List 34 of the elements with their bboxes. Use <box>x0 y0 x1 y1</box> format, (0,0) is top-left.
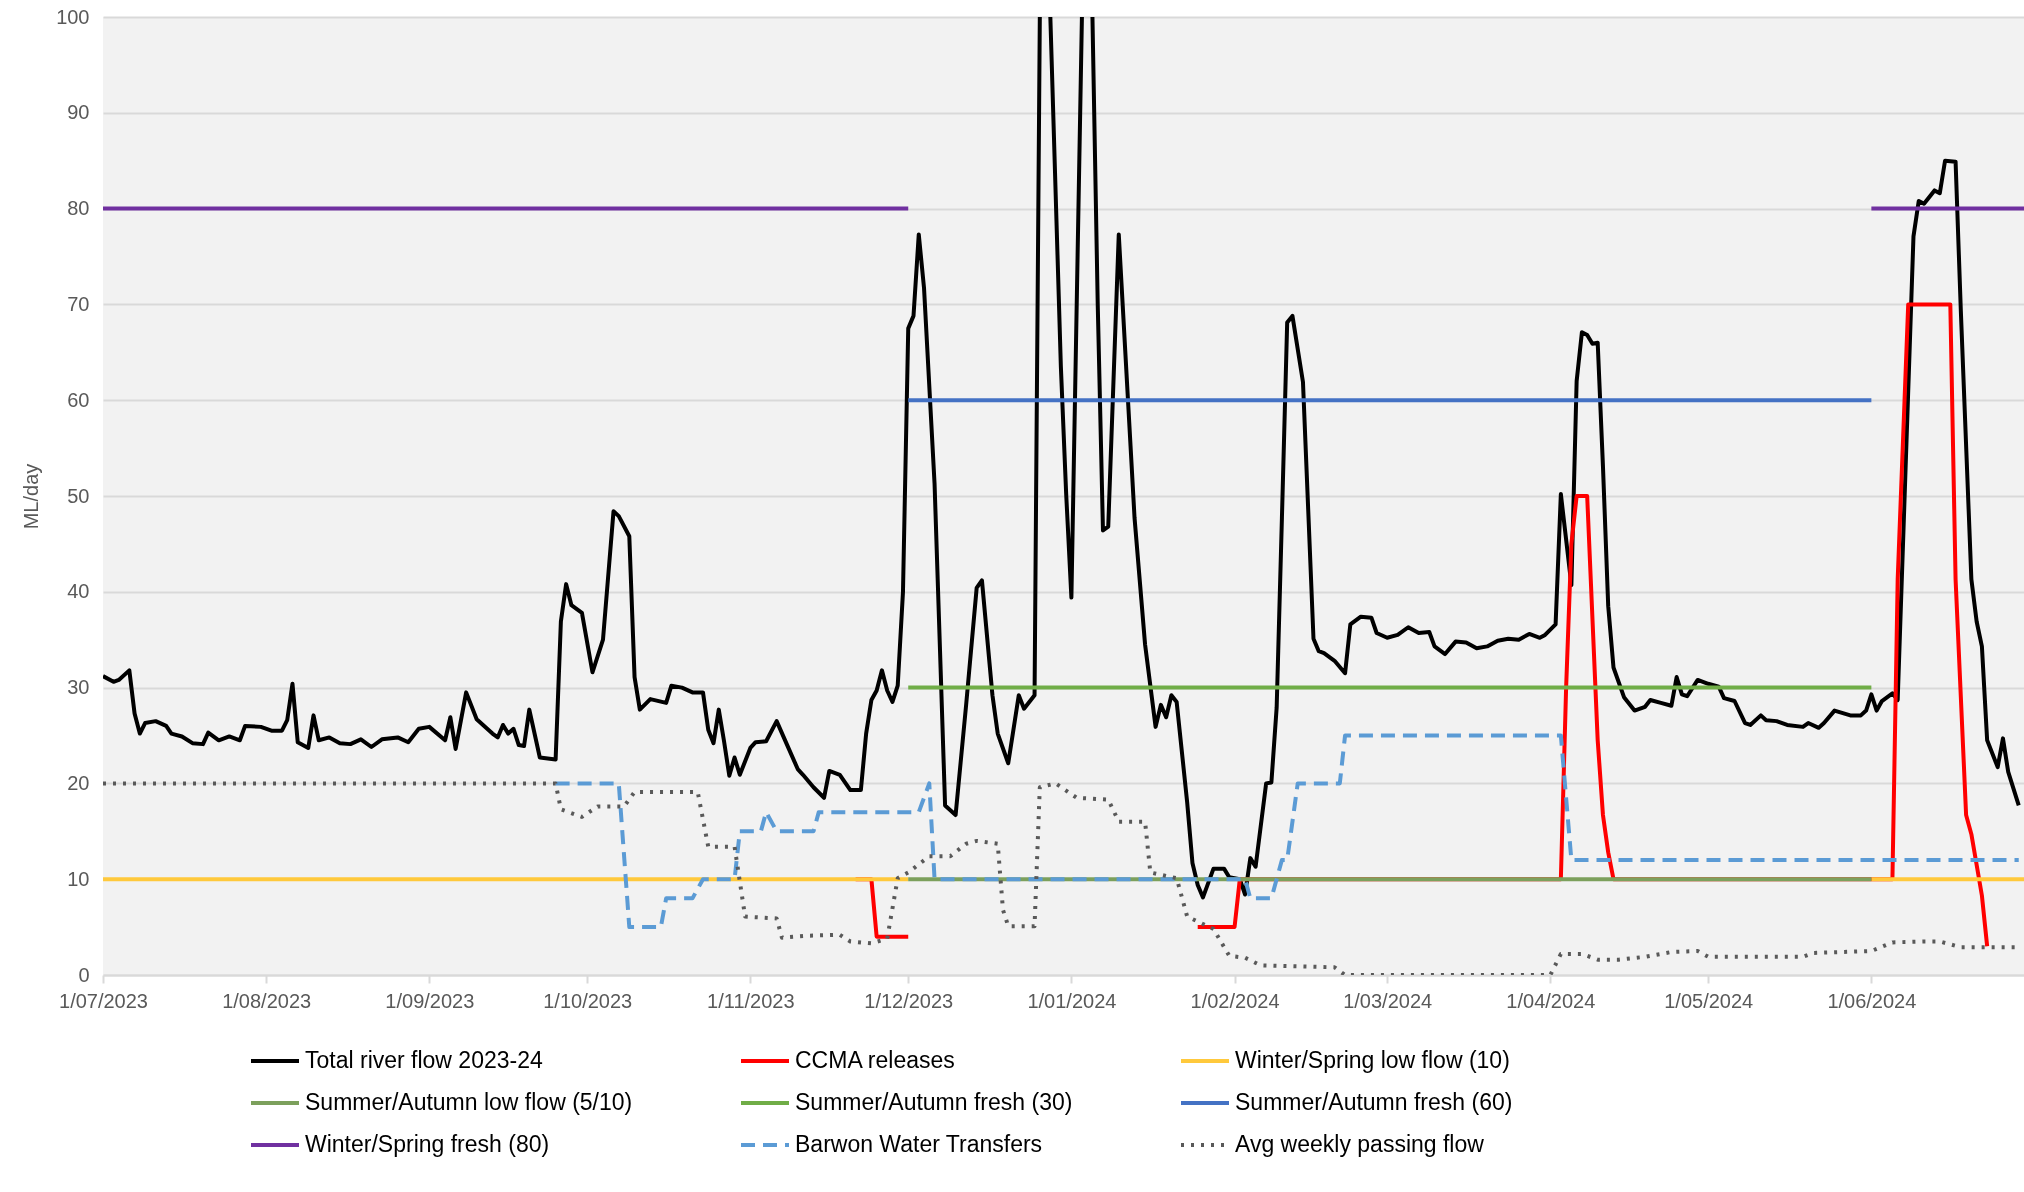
legend-label: Summer/Autumn low flow (5/10) <box>305 1089 633 1115</box>
y-tick-label: 90 <box>67 101 90 124</box>
y-tick-label: 30 <box>67 676 90 699</box>
legend-label: CCMA releases <box>795 1047 955 1073</box>
x-tick-label: 1/12/2023 <box>864 989 954 1012</box>
x-tick-label: 1/03/2024 <box>1343 989 1433 1012</box>
y-tick-label: 70 <box>67 292 90 315</box>
x-tick-label: 1/04/2024 <box>1506 989 1596 1012</box>
y-tick-label: 80 <box>67 197 90 220</box>
legend-label: Winter/Spring fresh (80) <box>305 1131 550 1157</box>
y-tick-label: 60 <box>67 388 90 411</box>
legend-label: Summer/Autumn fresh (30) <box>795 1089 1073 1115</box>
line-series <box>553 733 2021 930</box>
legend-label: Barwon Water Transfers <box>795 1131 1043 1157</box>
y-tick-label: 40 <box>67 580 90 603</box>
x-tick-label: 1/07/2023 <box>59 989 148 1012</box>
x-tick-label: 1/10/2023 <box>543 989 633 1012</box>
x-tick-label: 1/06/2024 <box>1827 989 1917 1012</box>
legend-label: Avg weekly passing flow <box>1235 1131 1485 1157</box>
x-tick-label: 1/11/2023 <box>707 989 795 1012</box>
y-tick-label: 0 <box>78 963 90 986</box>
y-tick-label: 50 <box>67 484 90 507</box>
y-axis-title: ML/day <box>20 463 43 530</box>
x-tick-label: 1/02/2024 <box>1190 989 1280 1012</box>
y-tick-label: 100 <box>56 5 90 28</box>
x-tick-label: 1/05/2024 <box>1664 989 1754 1012</box>
legend-label: Total river flow 2023-24 <box>305 1047 543 1073</box>
x-tick-label: 1/09/2023 <box>385 989 475 1012</box>
legend-label: Winter/Spring low flow (10) <box>1235 1047 1510 1073</box>
y-tick-label: 10 <box>67 867 90 890</box>
x-tick-label: 1/01/2024 <box>1027 989 1117 1012</box>
y-tick-label: 20 <box>67 771 90 794</box>
legend-label: Summer/Autumn fresh (60) <box>1235 1089 1513 1115</box>
x-tick-label: 1/08/2023 <box>222 989 312 1012</box>
